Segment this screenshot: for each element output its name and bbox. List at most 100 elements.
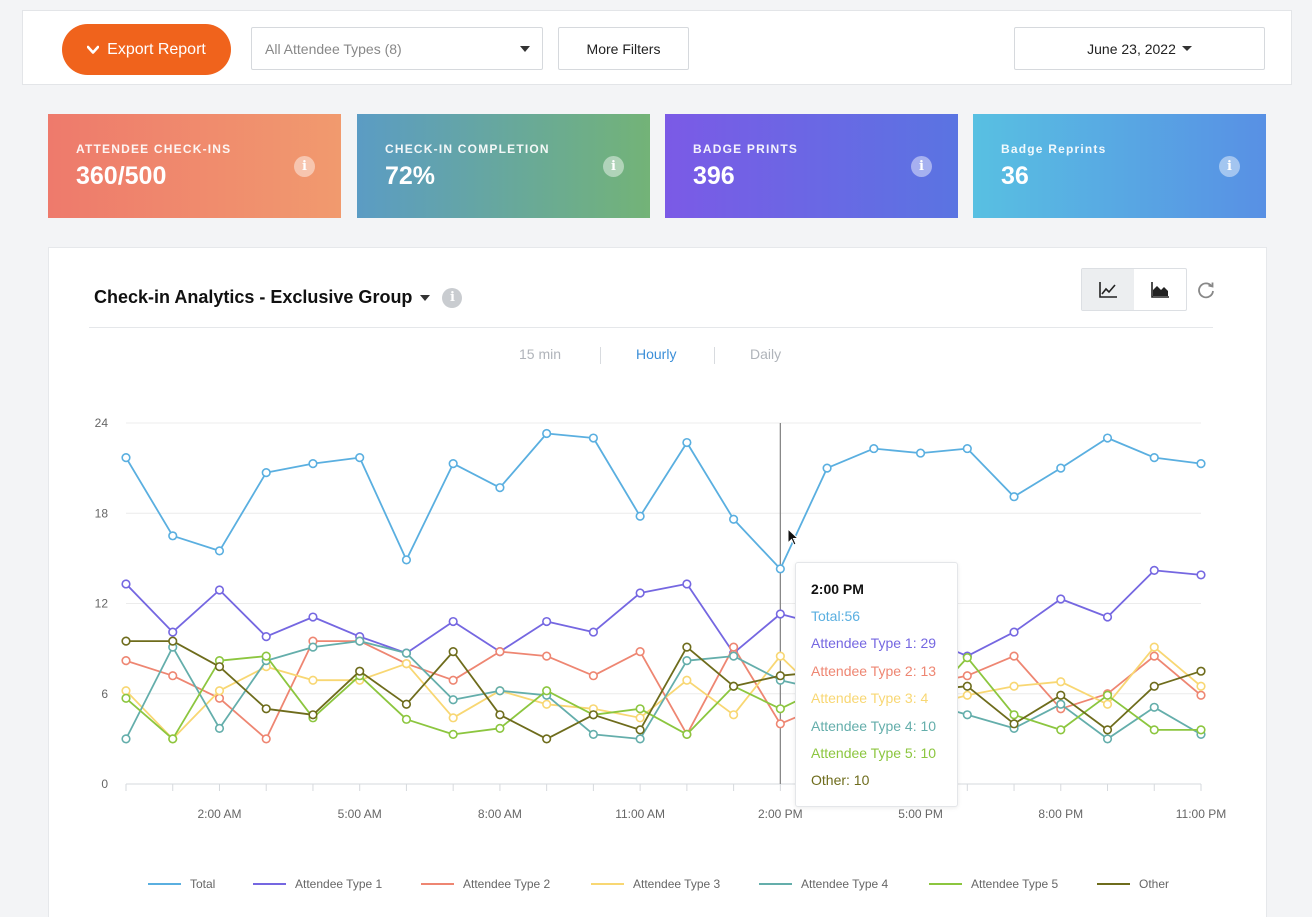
kpi-label: Badge Reprints xyxy=(1001,142,1107,156)
data-point xyxy=(1009,492,1019,502)
data-point xyxy=(682,437,692,448)
legend-item: Attendee Type 3 xyxy=(633,877,721,891)
data-point xyxy=(729,514,739,524)
tab-divider xyxy=(714,347,715,364)
data-point xyxy=(588,671,598,681)
data-point xyxy=(682,675,692,685)
series-line xyxy=(126,640,1202,740)
attendee-type-value: All Attendee Types (8) xyxy=(265,40,402,57)
date-picker-button[interactable]: June 23, 2022 xyxy=(1014,27,1265,70)
divider xyxy=(89,327,1213,328)
data-point xyxy=(214,585,225,595)
info-icon[interactable]: i xyxy=(294,156,315,177)
data-point xyxy=(168,627,178,637)
data-point xyxy=(775,704,785,714)
data-point xyxy=(775,564,785,574)
data-point xyxy=(261,651,271,661)
data-point xyxy=(214,693,225,703)
series-line xyxy=(125,640,1202,740)
data-point xyxy=(682,579,692,589)
data-point xyxy=(355,666,365,676)
line-chart-button[interactable] xyxy=(1082,269,1134,310)
data-point xyxy=(1056,594,1066,604)
data-point xyxy=(962,710,972,720)
data-point xyxy=(729,681,739,691)
tooltip-row: Attendee Type 4: 10 xyxy=(811,717,937,734)
data-point xyxy=(962,653,972,663)
info-icon[interactable]: i xyxy=(1219,156,1240,177)
data-point xyxy=(775,651,785,661)
data-point xyxy=(729,642,739,652)
data-point xyxy=(1149,725,1159,735)
x-tick-label: 5:00 AM xyxy=(338,807,382,821)
x-tick-label: 8:00 AM xyxy=(478,807,522,821)
data-point xyxy=(448,675,458,685)
data-point xyxy=(1196,690,1206,700)
tab-daily[interactable]: Daily xyxy=(750,346,782,362)
tooltip-row: Attendee Type 5: 10 xyxy=(811,744,937,761)
data-point xyxy=(729,651,739,661)
tab-15-min[interactable]: 15 min xyxy=(519,346,562,362)
data-point xyxy=(1196,681,1206,691)
data-point xyxy=(682,729,692,739)
area-chart-icon xyxy=(1151,281,1169,298)
legend-item: Attendee Type 2 xyxy=(463,877,551,891)
data-point xyxy=(355,636,365,646)
tab-hourly[interactable]: Hourly xyxy=(636,346,677,362)
data-point xyxy=(401,699,412,709)
data-point xyxy=(168,531,178,541)
attendee-type-select[interactable]: All Attendee Types (8) xyxy=(251,27,543,70)
data-point xyxy=(635,713,645,723)
data-point xyxy=(495,483,505,493)
data-point xyxy=(261,631,271,642)
data-point xyxy=(401,648,412,658)
tab-divider xyxy=(600,347,601,364)
data-point xyxy=(635,588,645,598)
export-report-label: Export Report xyxy=(107,40,206,58)
kpi-value: 396 xyxy=(693,162,735,190)
tooltip-time: 2:00 PM xyxy=(811,581,864,597)
info-icon[interactable]: i xyxy=(442,287,463,308)
data-point xyxy=(1149,681,1159,691)
x-tick-label: 11:00 PM xyxy=(1176,807,1226,821)
kpi-card-badge-prints: BADGE PRINTS 396 i xyxy=(665,114,958,218)
kpi-card-badge-reprints: Badge Reprints 36 i xyxy=(973,114,1266,218)
y-tick-label: 18 xyxy=(95,506,109,520)
data-point xyxy=(588,433,598,443)
export-report-button[interactable]: Export Report xyxy=(62,24,231,75)
data-point xyxy=(1056,699,1066,709)
mouse-cursor-icon xyxy=(787,528,800,546)
area-chart-button[interactable] xyxy=(1134,269,1186,310)
data-point xyxy=(1056,690,1066,700)
refresh-icon[interactable] xyxy=(1196,280,1216,300)
data-point xyxy=(682,656,692,666)
kpi-card-check-ins: ATTENDEE CHECK-INS 360/500 i xyxy=(48,114,341,218)
data-point xyxy=(448,713,458,723)
x-tick-label: 11:00 AM xyxy=(615,807,665,821)
analytics-title-dropdown[interactable]: Check-in Analytics - Exclusive Group i xyxy=(94,287,463,308)
data-point xyxy=(168,671,178,681)
data-point xyxy=(1056,677,1066,687)
data-point xyxy=(1149,565,1159,576)
data-point xyxy=(401,659,412,669)
data-point xyxy=(121,656,131,666)
data-point xyxy=(775,719,785,729)
data-point xyxy=(1196,666,1206,676)
more-filters-button[interactable]: More Filters xyxy=(558,27,689,70)
info-icon[interactable]: i xyxy=(911,156,932,177)
y-tick-label: 6 xyxy=(101,687,108,701)
data-point xyxy=(635,725,645,735)
info-icon[interactable]: i xyxy=(603,156,624,177)
data-point xyxy=(1009,651,1019,661)
data-point xyxy=(121,579,131,589)
data-point xyxy=(962,443,972,454)
data-point xyxy=(308,459,318,469)
data-point xyxy=(1102,699,1113,709)
data-point xyxy=(1196,570,1206,580)
data-point xyxy=(1102,433,1113,443)
caret-down-icon xyxy=(520,46,530,52)
data-point xyxy=(542,699,552,709)
data-point xyxy=(401,714,412,724)
data-point xyxy=(588,627,598,637)
data-point xyxy=(448,695,458,705)
